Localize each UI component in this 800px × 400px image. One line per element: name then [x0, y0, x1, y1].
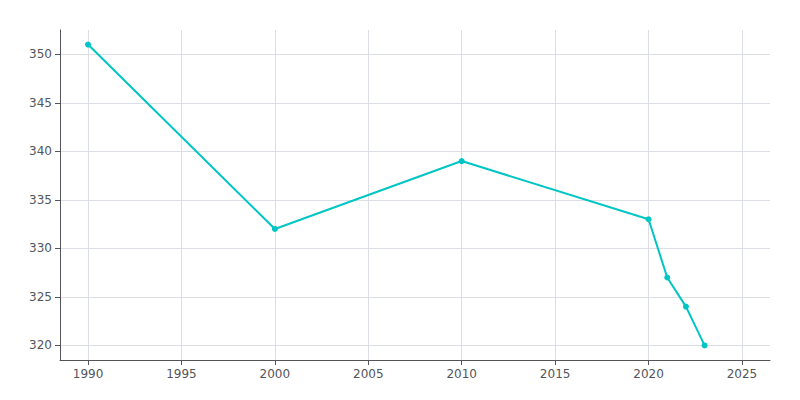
svg-text:340: 340: [29, 144, 52, 158]
svg-text:320: 320: [29, 338, 52, 352]
svg-text:350: 350: [29, 47, 52, 61]
svg-text:2010: 2010: [446, 367, 477, 381]
svg-text:2000: 2000: [260, 367, 291, 381]
svg-text:325: 325: [29, 290, 52, 304]
svg-text:1995: 1995: [166, 367, 197, 381]
svg-text:345: 345: [29, 96, 52, 110]
svg-text:1990: 1990: [73, 367, 104, 381]
svg-text:2015: 2015: [540, 367, 571, 381]
svg-text:330: 330: [29, 241, 52, 255]
svg-text:2005: 2005: [353, 367, 384, 381]
svg-text:2020: 2020: [633, 367, 664, 381]
svg-text:2025: 2025: [727, 367, 758, 381]
svg-text:335: 335: [29, 193, 52, 207]
